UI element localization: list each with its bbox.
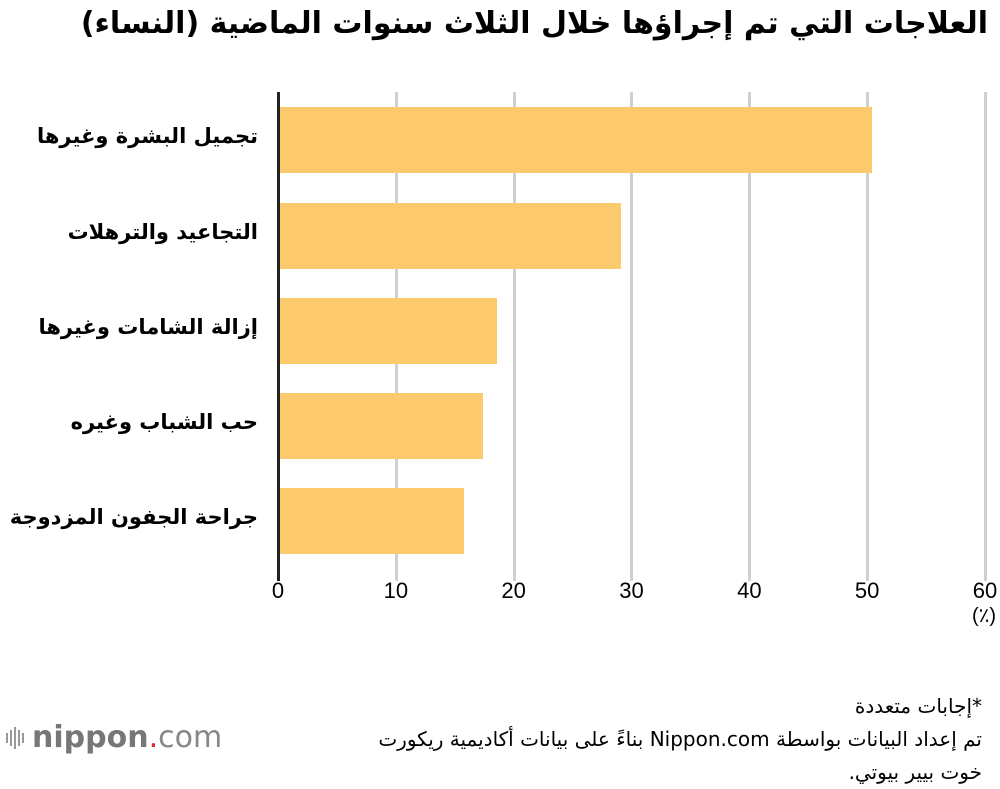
chart-title: العلاجات التي تم إجراؤها خلال الثلاث سنو…	[80, 6, 988, 41]
category-label: تجميل البشرة وغيرها	[36, 124, 258, 148]
gridline-50	[866, 92, 869, 581]
note-multiple-answers: *إجابات متعددة	[854, 694, 982, 718]
plot-area	[277, 92, 987, 581]
category-label: إزالة الشامات وغيرها	[38, 315, 258, 339]
gridline-30	[630, 92, 633, 581]
logo-bars-icon	[6, 726, 24, 749]
bar	[279, 107, 872, 173]
note-source: تم إعداد البيانات بواسطة Nippon.com بناء…	[378, 727, 982, 751]
note-source-cont: خوت بيير بيوتي.	[848, 760, 982, 784]
x-tick-label: 60	[972, 578, 998, 603]
category-label: التجاعيد والترهلات	[67, 220, 258, 244]
bar	[279, 488, 465, 554]
bar	[279, 298, 498, 364]
category-label: جراحة الجفون المزدوجة	[9, 505, 258, 529]
x-tick-label: 40	[737, 578, 762, 603]
category-label: حب الشباب وغيره	[70, 410, 258, 434]
x-axis-unit: (٪)	[972, 605, 997, 627]
x-tick-label: 30	[619, 578, 644, 603]
x-tick-label: 50	[854, 578, 880, 603]
gridline-40	[748, 92, 751, 581]
x-tick-label: 10	[383, 578, 409, 603]
chart-notes: *إجابات متعددة تم إعداد البيانات بواسطة …	[378, 690, 982, 789]
nippon-logo: nippon. com	[6, 720, 222, 755]
x-tick-label: 0	[271, 578, 285, 603]
x-tick-label: 20	[501, 578, 526, 603]
bar	[279, 203, 621, 269]
y-axis-line	[277, 92, 280, 581]
gridline-60	[984, 92, 987, 581]
gridline-20	[513, 92, 516, 581]
bar	[279, 393, 484, 459]
